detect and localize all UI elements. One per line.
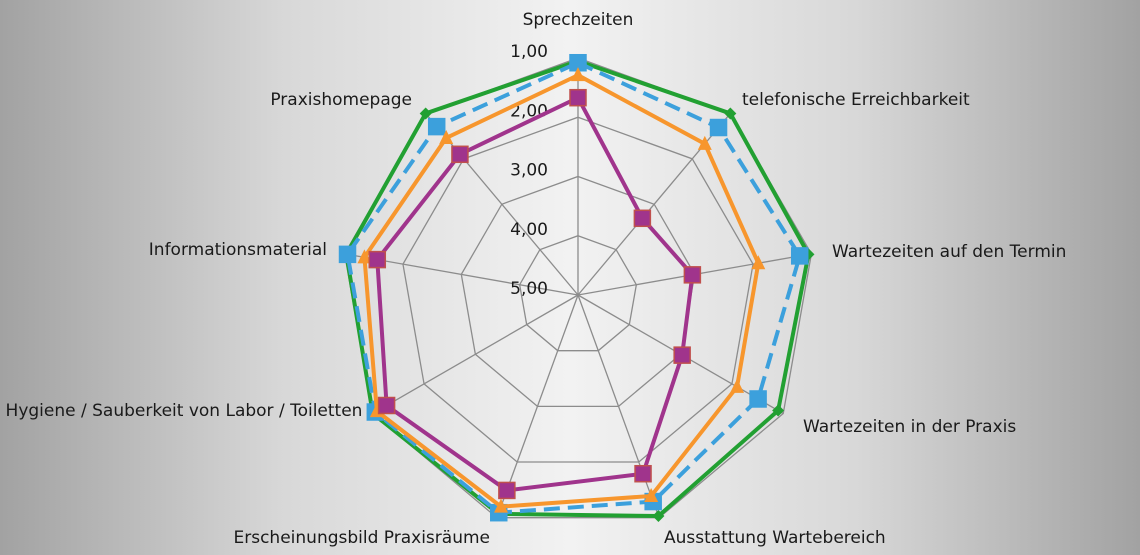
marker xyxy=(730,378,745,393)
category-label: telefonische Erreichbarkeit xyxy=(742,90,970,110)
marker xyxy=(683,266,702,284)
marker xyxy=(368,250,387,269)
marker xyxy=(749,390,767,408)
category-label-box: Hygiene / Sauberkeit von Labor / Toilett… xyxy=(5,401,363,421)
marker xyxy=(451,145,469,164)
marker xyxy=(357,249,372,264)
marker xyxy=(724,107,737,120)
category-label: Ausstattung Wartebereich xyxy=(664,528,886,548)
marker xyxy=(571,67,585,82)
marker xyxy=(419,107,432,120)
grid-ring xyxy=(460,175,696,408)
r-tick-label: 5,00 xyxy=(510,279,548,299)
category-label: Sprechzeiten xyxy=(523,10,634,30)
spoke xyxy=(496,294,579,518)
marker xyxy=(673,346,691,364)
series-line xyxy=(344,58,811,519)
marker xyxy=(498,481,516,500)
marker xyxy=(633,209,652,228)
category-label: Praxishomepage xyxy=(270,90,412,110)
marker xyxy=(652,510,665,523)
series-line xyxy=(345,60,802,515)
series-line xyxy=(362,72,761,509)
marker xyxy=(439,129,454,144)
grid-ring xyxy=(518,235,638,352)
marker xyxy=(634,464,652,483)
series-line xyxy=(375,95,695,493)
spoke xyxy=(372,294,579,415)
marker xyxy=(709,118,728,137)
marker xyxy=(697,135,712,150)
marker xyxy=(569,88,587,107)
grid-ring xyxy=(402,116,754,463)
marker xyxy=(427,117,446,136)
marker xyxy=(644,487,659,502)
marker xyxy=(338,245,357,264)
r-tick-label: 1,00 xyxy=(510,42,548,62)
category-label: Hygiene / Sauberkeit von Labor / Toilett… xyxy=(5,401,363,421)
category-label: Wartezeiten in der Praxis xyxy=(803,417,1016,437)
category-label: Wartezeiten auf den Termin xyxy=(832,242,1066,262)
marker xyxy=(790,247,809,265)
category-label: Informationsmaterial xyxy=(149,240,327,260)
marker xyxy=(493,498,508,513)
marker xyxy=(772,404,785,417)
marker xyxy=(377,396,396,415)
r-tick-label: 3,00 xyxy=(510,161,548,181)
category-label: Erscheinungsbild Praxisräume xyxy=(234,528,491,548)
r-tick-label: 4,00 xyxy=(510,220,548,240)
marker xyxy=(751,255,766,270)
